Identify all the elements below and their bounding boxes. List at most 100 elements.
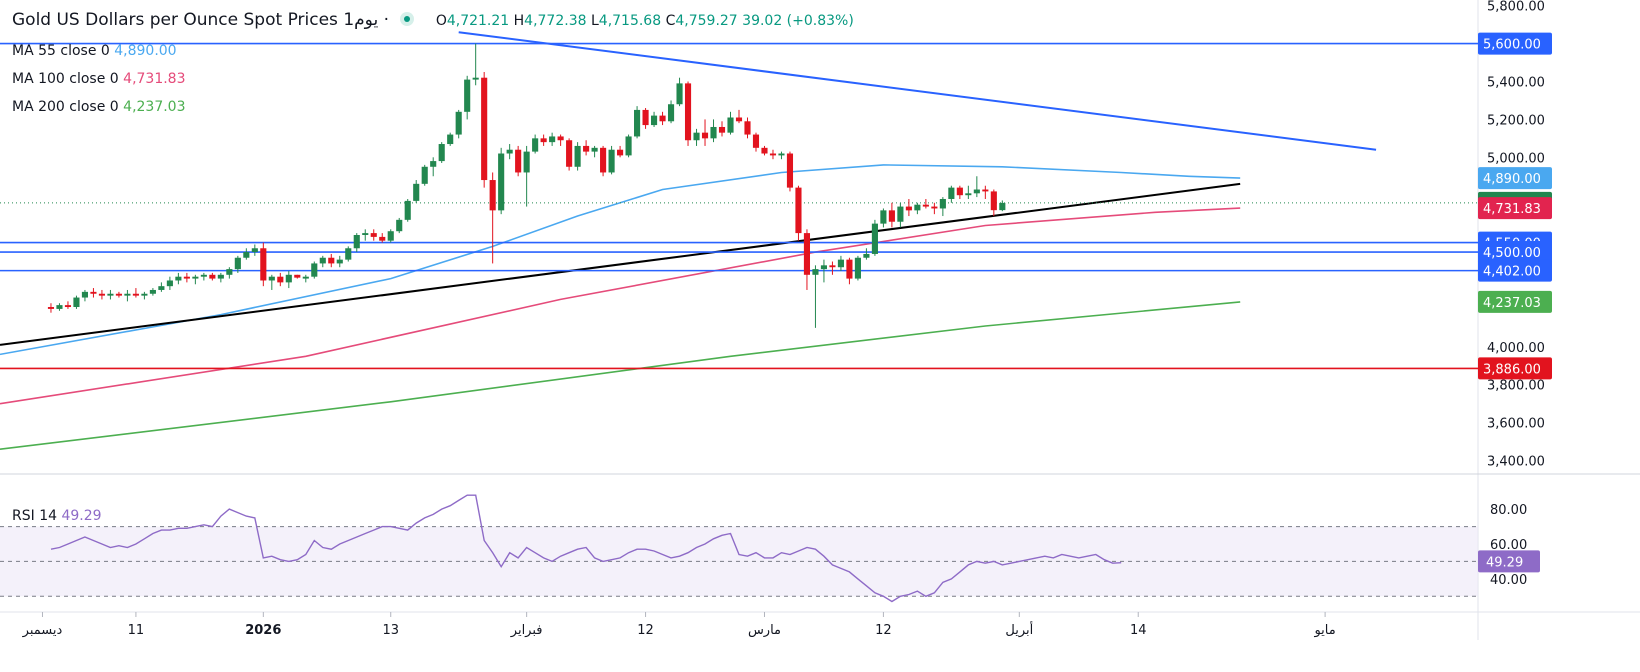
candle-body <box>803 233 811 275</box>
level-tag <box>1478 357 1552 380</box>
candle-body <box>990 191 997 211</box>
time-label: 12 <box>875 623 892 638</box>
ma-line-3 <box>0 301 1241 450</box>
candle-body <box>931 206 938 209</box>
candle-body <box>634 109 641 137</box>
price-tick-label: 4,000.00 <box>1487 341 1545 356</box>
time-label: 13 <box>382 623 399 638</box>
candle-body <box>243 252 250 258</box>
ma100-legend[interactable]: MA 100 close 0 4,731.83 <box>12 71 186 87</box>
market-status-icon <box>400 12 415 26</box>
price-tick-label: 3,800.00 <box>1487 379 1545 394</box>
candle-body <box>226 269 233 275</box>
time-label: مارس <box>748 623 781 638</box>
candle-body <box>370 233 377 237</box>
candle-body <box>549 136 556 143</box>
candle-body <box>277 276 284 283</box>
candle-body <box>939 198 946 209</box>
candle-body <box>124 293 131 296</box>
candle-body <box>472 77 479 80</box>
candle-body <box>795 187 802 234</box>
candle-body <box>999 202 1006 211</box>
rsi-panel <box>0 494 1478 603</box>
candle-body <box>107 293 114 296</box>
candle-body <box>98 293 105 296</box>
candle-body <box>583 145 590 152</box>
candle-body <box>854 257 861 279</box>
candle-body <box>778 153 785 156</box>
candle-body <box>166 280 173 287</box>
candle-body <box>81 291 89 298</box>
symbol-title[interactable]: Gold US Dollars per Ounce Spot Prices <box>12 10 338 30</box>
candle-body <box>158 286 165 290</box>
ma-line-2 <box>0 207 1241 405</box>
candle-body <box>956 187 963 196</box>
time-label: فبراير <box>510 623 543 638</box>
rsi-value: 49.29 <box>61 508 102 524</box>
candle-body <box>515 149 522 173</box>
trendlines <box>0 31 1377 346</box>
candle-body <box>455 111 462 135</box>
candle-body <box>659 115 666 122</box>
ma55-legend[interactable]: MA 55 close 0 4,890.00 <box>12 43 177 59</box>
price-tag-label: 4,890.00 <box>1483 172 1541 187</box>
candle-body <box>396 219 403 232</box>
candle-body <box>345 248 352 260</box>
level-tag-label: 3,886.00 <box>1483 362 1541 377</box>
ma200-legend[interactable]: MA 200 close 0 4,237.03 <box>12 99 186 115</box>
candle-body <box>905 206 912 211</box>
candle-body <box>489 180 496 211</box>
candle-body <box>447 134 454 145</box>
ma55-value: 4,890.00 <box>114 43 177 59</box>
candle-body <box>532 138 539 152</box>
rsi-legend[interactable]: RSI 14 49.29 <box>12 508 102 524</box>
candle-body <box>200 274 207 277</box>
candle-body <box>319 257 326 264</box>
level-tag-label: 4,500.00 <box>1483 246 1541 261</box>
candle-body <box>540 138 547 143</box>
candle-body <box>718 126 726 133</box>
candle-body <box>115 293 122 296</box>
candle-body <box>642 109 649 126</box>
candle-body <box>523 151 530 173</box>
price-tag <box>1478 197 1552 220</box>
candle-body <box>625 136 632 156</box>
candle-body <box>64 305 72 308</box>
candle-body <box>311 263 318 277</box>
candle-body <box>404 200 411 220</box>
candle-body <box>812 269 819 275</box>
candle-body <box>761 147 768 154</box>
candle-body <box>701 132 709 139</box>
candles <box>47 43 1006 328</box>
candle-body <box>362 233 369 235</box>
candle-body <box>506 149 513 154</box>
price-tick-label: 3,600.00 <box>1487 417 1545 432</box>
candle-body <box>591 147 598 152</box>
time-label: 12 <box>637 623 654 638</box>
candle-body <box>413 183 420 201</box>
candle-body <box>336 259 343 264</box>
candle-body <box>149 289 156 294</box>
candle-body <box>268 276 275 281</box>
close-value: 4,759.27 <box>675 13 738 29</box>
candle-body <box>829 265 836 268</box>
level-tag-label: 5,600.00 <box>1483 38 1541 53</box>
candle-body <box>880 210 887 224</box>
level-tag-label: 4,402.00 <box>1483 265 1541 280</box>
rsi-tick-label: 80.00 <box>1490 503 1527 518</box>
candle-body <box>421 166 428 184</box>
candle-body <box>608 149 615 173</box>
candle-body <box>735 117 743 122</box>
candle-body <box>667 104 675 122</box>
level-tag <box>1478 32 1552 55</box>
candle-body <box>209 274 216 279</box>
candle-body <box>141 293 148 296</box>
price-tag-label: 4,731.83 <box>1483 202 1541 217</box>
time-label: 14 <box>1130 623 1147 638</box>
interval-label[interactable]: يوم1 · <box>343 10 389 30</box>
candle-body <box>251 248 258 253</box>
ma100-value: 4,731.83 <box>123 71 186 87</box>
level-tag <box>1478 241 1552 264</box>
candle-body <box>710 126 717 139</box>
